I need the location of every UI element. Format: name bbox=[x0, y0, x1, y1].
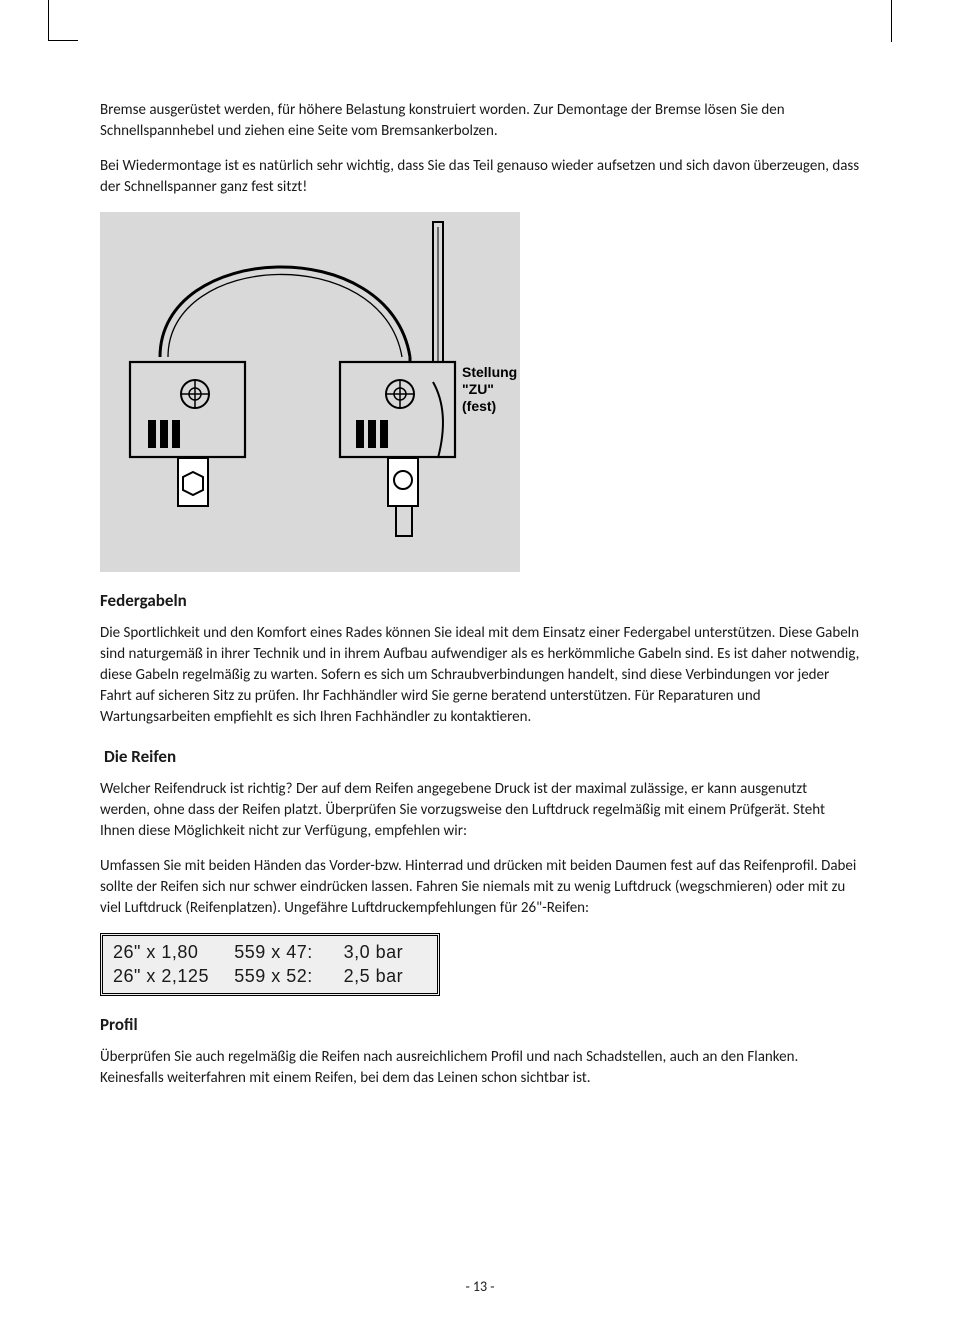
brake-diagram: Stellung "ZU" (fest) bbox=[100, 212, 520, 572]
heading-reifen: Die Reifen bbox=[104, 746, 860, 767]
trim-mark bbox=[891, 0, 892, 42]
paragraph-intro-2: Bei Wiedermontage ist es natürlich sehr … bbox=[100, 156, 860, 198]
tire-pressure: 3,0 bar bbox=[344, 940, 427, 964]
brake-label-stellung: Stellung bbox=[462, 364, 517, 380]
trim-mark bbox=[48, 0, 49, 40]
brake-label-fest: (fest) bbox=[462, 398, 496, 414]
tire-etrto-size: 559 x 47: bbox=[234, 940, 329, 964]
tire-inch-size: 26" x 2,125 bbox=[113, 964, 220, 988]
paragraph-federgabeln: Die Sportlichkeit und den Komfort eines … bbox=[100, 623, 860, 728]
tire-etrto-size: 559 x 52: bbox=[234, 964, 329, 988]
heading-federgabeln: Federgabeln bbox=[100, 590, 860, 611]
paragraph-profil: Überprüfen Sie auch regelmäßig die Reife… bbox=[100, 1047, 860, 1089]
tire-inch-size: 26" x 1,80 bbox=[113, 940, 220, 964]
brake-label-zu: "ZU" bbox=[462, 381, 494, 397]
table-row: 26" x 1,80 559 x 47: 3,0 bar bbox=[113, 940, 427, 964]
trim-mark bbox=[48, 40, 78, 41]
brake-diagram-svg: Stellung "ZU" (fest) bbox=[100, 212, 520, 572]
table-row: 26" x 2,125 559 x 52: 2,5 bar bbox=[113, 964, 427, 988]
content-area: Bremse ausgerüstet werden, für höhere Be… bbox=[0, 0, 960, 1089]
paragraph-reifen-1: Welcher Reifendruck ist richtig? Der auf… bbox=[100, 779, 860, 842]
page-number: - 13 - bbox=[0, 1278, 960, 1295]
page: Bremse ausgerüstet werden, für höhere Be… bbox=[0, 0, 960, 1325]
tire-pressure-table: 26" x 1,80 559 x 47: 3,0 bar 26" x 2,125… bbox=[100, 933, 440, 996]
paragraph-reifen-2: Umfassen Sie mit beiden Händen das Vorde… bbox=[100, 856, 860, 919]
heading-profil: Profil bbox=[100, 1014, 860, 1035]
tire-pressure: 2,5 bar bbox=[344, 964, 427, 988]
paragraph-intro-1: Bremse ausgerüstet werden, für höhere Be… bbox=[100, 100, 860, 142]
